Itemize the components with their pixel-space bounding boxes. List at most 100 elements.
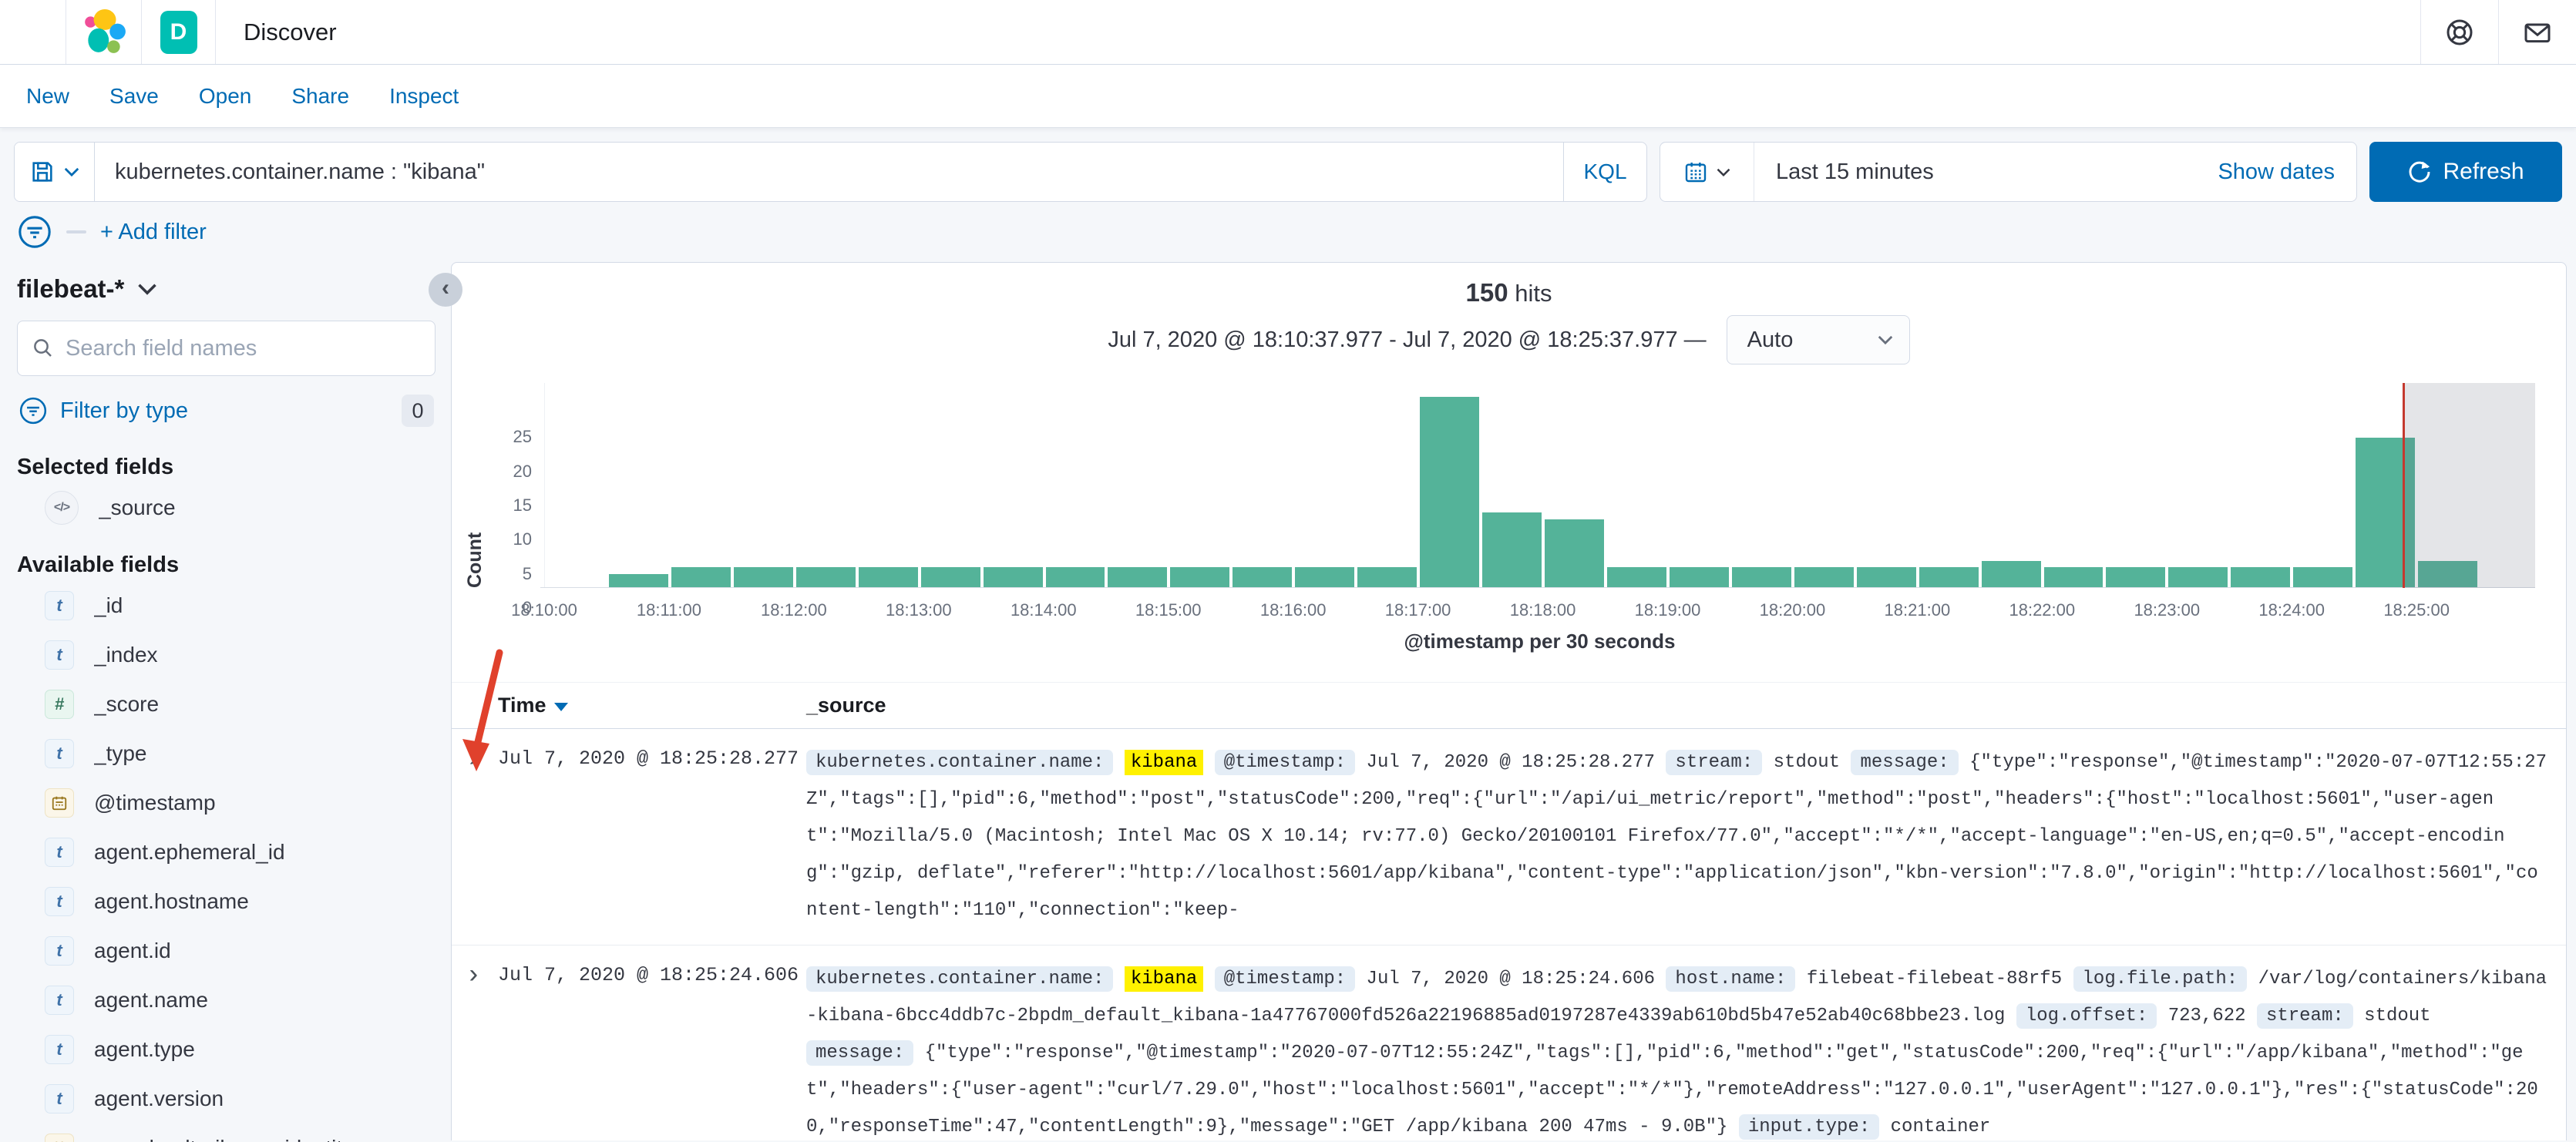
index-pattern-switcher[interactable]: filebeat-* — [17, 270, 435, 321]
histogram-bar[interactable] — [1045, 567, 1105, 588]
histogram-bar[interactable] — [1108, 567, 1168, 588]
filter-icon[interactable] — [17, 214, 52, 250]
x-axis-tick: 18:20:00 — [1759, 600, 1826, 620]
histogram-bar[interactable] — [608, 574, 668, 588]
y-axis-tick: 5 — [522, 563, 532, 583]
chevron-down-icon — [64, 167, 79, 177]
histogram-bar[interactable] — [2043, 567, 2104, 588]
partial-bucket-shade — [2403, 383, 2535, 588]
hits-summary: 150 hits — [452, 263, 2566, 307]
x-axis-tick: 18:16:00 — [1259, 600, 1327, 620]
field-item[interactable]: t agent.type — [17, 1025, 435, 1074]
field-item[interactable]: # _score — [17, 680, 435, 729]
field-item[interactable]: t _type — [17, 729, 435, 778]
interval-select[interactable]: Auto — [1726, 315, 1910, 364]
histogram-bar[interactable] — [1295, 567, 1355, 588]
field-item[interactable]: t agent.version — [17, 1074, 435, 1124]
add-filter-button[interactable]: + Add filter — [100, 219, 207, 244]
saved-query-menu-button[interactable] — [15, 143, 95, 201]
query-language-button[interactable]: KQL — [1563, 143, 1646, 201]
time-range-value[interactable]: Last 15 minutes — [1776, 159, 1934, 184]
histogram-bar[interactable] — [671, 567, 731, 588]
field-name-badge: @timestamp: — [1214, 966, 1356, 992]
field-name-badge: log.offset: — [2016, 1003, 2157, 1029]
date-quick-select-button[interactable] — [1660, 143, 1754, 201]
histogram-bar[interactable] — [2293, 567, 2353, 588]
date-type-icon — [45, 788, 74, 818]
string-type-icon: t — [45, 887, 74, 916]
field-search-input[interactable] — [66, 335, 421, 361]
histogram-bar[interactable] — [1981, 560, 2041, 588]
filter-by-type-button[interactable]: Filter by type — [60, 398, 188, 423]
histogram-bar[interactable] — [1731, 567, 1791, 588]
y-axis-tick: 15 — [513, 495, 532, 515]
time-column-header[interactable]: Time — [498, 694, 806, 717]
histogram-bar[interactable] — [733, 567, 793, 588]
histogram-bar[interactable] — [858, 567, 918, 588]
highlighted-value: kibana — [1124, 750, 1204, 775]
field-item[interactable]: aws.cloudtrail.user_identity.s... — [17, 1124, 435, 1142]
help-button[interactable] — [2421, 0, 2498, 64]
elastic-logo[interactable] — [66, 0, 141, 64]
histogram-bar[interactable] — [1357, 567, 1417, 588]
histogram-bar[interactable] — [1482, 512, 1542, 588]
query-input-group: KQL — [14, 142, 1647, 202]
field-item[interactable]: </> _source — [17, 483, 435, 532]
histogram-bar[interactable] — [1545, 519, 1604, 588]
field-value-text: container — [1890, 1117, 1991, 1137]
show-dates-button[interactable]: Show dates — [2218, 159, 2335, 184]
nav-link-new[interactable]: New — [26, 83, 70, 108]
date-type-icon — [45, 1134, 74, 1142]
field-item[interactable]: t _index — [17, 630, 435, 680]
expand-row-button[interactable]: › — [459, 744, 498, 775]
sort-desc-icon[interactable] — [553, 703, 568, 711]
field-value-text: {"type":"response","@timestamp":"2020-07… — [806, 752, 2547, 921]
histogram-bar[interactable] — [920, 567, 980, 588]
collapse-sidebar-button[interactable]: ‹ — [429, 273, 462, 307]
histogram-bar[interactable] — [2168, 567, 2228, 588]
histogram-bar[interactable] — [983, 567, 1043, 588]
menu-icon[interactable] — [0, 0, 66, 64]
field-item[interactable]: t _id — [17, 581, 435, 630]
filter-bar: + Add filter — [0, 208, 2576, 262]
histogram-bar[interactable] — [2231, 567, 2291, 588]
index-pattern-name: filebeat-* — [17, 274, 125, 303]
field-name: agent.hostname — [94, 889, 249, 913]
newsfeed-button[interactable] — [2499, 0, 2576, 64]
field-value-text: stdout — [2364, 1006, 2431, 1026]
histogram-bar[interactable] — [1420, 396, 1480, 588]
x-axis-tick: 18:12:00 — [761, 600, 827, 620]
field-item[interactable]: t agent.name — [17, 976, 435, 1025]
field-value-text: /var/log/containers/kibana-kibana-6bcc4d… — [806, 969, 2547, 1026]
y-axis-label: Count — [464, 532, 486, 588]
histogram-bar[interactable] — [2106, 567, 2166, 588]
y-axis-tick: 0 — [522, 598, 532, 617]
app-badge[interactable]: D — [142, 0, 215, 64]
histogram-bar[interactable] — [1856, 567, 1916, 588]
y-axis-tick: 25 — [513, 427, 532, 447]
histogram-bar[interactable] — [1233, 567, 1293, 588]
field-name: _source — [99, 495, 176, 519]
field-item[interactable]: @timestamp — [17, 778, 435, 828]
refresh-button[interactable]: Refresh — [2369, 142, 2562, 202]
nav-link-share[interactable]: Share — [291, 83, 350, 108]
search-query-input[interactable] — [95, 143, 1563, 201]
save-icon — [32, 162, 52, 182]
nav-link-inspect[interactable]: Inspect — [389, 83, 459, 108]
histogram-bar[interactable] — [1606, 567, 1666, 588]
field-name: _type — [94, 741, 147, 765]
nav-link-save[interactable]: Save — [109, 83, 159, 108]
histogram-bar[interactable] — [1919, 567, 1979, 588]
histogram-bar[interactable] — [1669, 567, 1729, 588]
nav-link-open[interactable]: Open — [198, 83, 252, 108]
histogram-bar[interactable] — [795, 567, 856, 588]
histogram-bar[interactable] — [2418, 560, 2478, 588]
field-item[interactable]: t agent.hostname — [17, 877, 435, 926]
histogram-bar[interactable] — [1794, 567, 1854, 588]
field-name-badge: @timestamp: — [1214, 750, 1356, 775]
expand-row-button[interactable]: › — [459, 961, 498, 992]
field-item[interactable]: t agent.ephemeral_id — [17, 828, 435, 877]
histogram-bar[interactable] — [1170, 567, 1230, 588]
field-item[interactable]: t agent.id — [17, 926, 435, 976]
document-row: › Jul 7, 2020 @ 18:25:24.606 kubernetes.co… — [452, 946, 2566, 1142]
